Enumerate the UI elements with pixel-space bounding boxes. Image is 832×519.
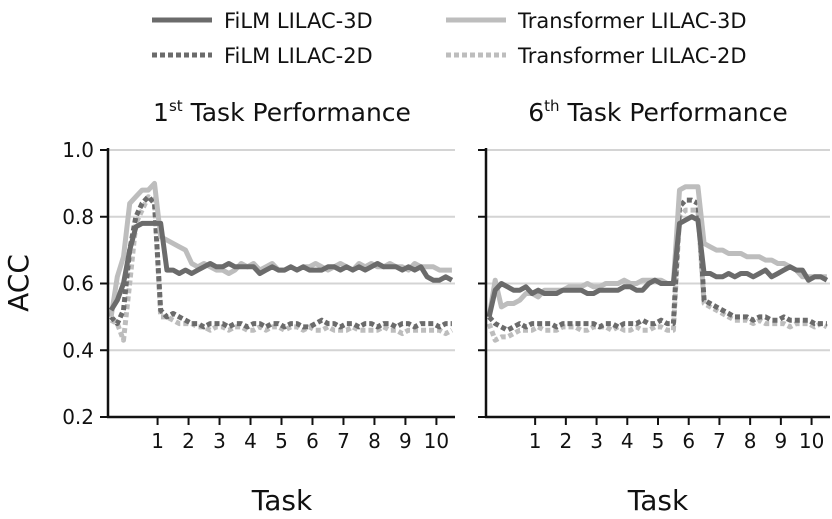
chart-left-ytick-label: 0.6 (62, 272, 94, 296)
legend: FiLM LILAC-3D Transformer LILAC-3D FiLM … (152, 9, 747, 68)
chart-left-xtick-label: 6 (306, 429, 319, 453)
legend-item-transformer-3d: Transformer LILAC-3D (446, 9, 747, 33)
chart-left-xtick-label: 10 (424, 429, 449, 453)
legend-item-film-3d: FiLM LILAC-3D (152, 9, 373, 33)
chart-right-xtick-label: 10 (799, 429, 824, 453)
legend-label-transformer-3d: Transformer LILAC-3D (517, 9, 747, 33)
chart-left-title: 1st Task Performance (153, 97, 411, 127)
legend-label-film-2d: FiLM LILAC-2D (224, 44, 373, 68)
legend-label-transformer-2d: Transformer LILAC-2D (517, 44, 747, 68)
chart-right-title-sup: th (544, 97, 559, 115)
chart-right-title-main: 6 (528, 98, 544, 127)
chart-left-series-film-3d (108, 220, 454, 312)
chart-left-xtick-label: 9 (399, 429, 412, 453)
chart-left-ytick-label: 0.4 (62, 338, 94, 362)
chart-right-xtick-label: 1 (529, 429, 542, 453)
chart-left-title-main: 1 (153, 98, 169, 127)
legend-item-transformer-2d: Transformer LILAC-2D (446, 44, 747, 68)
chart-right-xtick-label: 7 (713, 429, 726, 453)
chart-left-ylabel: ACC (2, 254, 35, 312)
chart-right-xtick-label: 3 (590, 429, 603, 453)
chart-left-grid (108, 149, 455, 352)
chart-right-series-transformer-3d (486, 184, 827, 318)
chart-right-title: 6th Task Performance (528, 97, 788, 127)
chart-left-xtick-label: 3 (213, 429, 226, 453)
chart-left-xtick-label: 8 (368, 429, 381, 453)
chart-right-xtick-label: 5 (652, 429, 665, 453)
chart-left: 1st Task Performance 0.20.40.60.81.01 2 3 4… (2, 97, 455, 517)
chart-right-series-transformer-2d (486, 207, 829, 343)
chart-right-series-film-3d (486, 214, 829, 318)
chart-left-axes: 0.2 0.4 0.6 0.8 1.0 1 2 3 4 5 6 7 8 9 10 (62, 138, 455, 453)
chart-left-xtick-label: 1 (151, 429, 164, 453)
chart-left-xtick-label: 7 (337, 429, 350, 453)
chart-right-xtick-label: 2 (559, 429, 572, 453)
chart-left-ytick-label: 0.8 (62, 205, 94, 229)
chart-right-xtick-label: 4 (621, 429, 634, 453)
chart-right-xtick-label: 8 (744, 429, 757, 453)
chart-left-title-rest: Task Performance (183, 98, 411, 127)
chart-left-ytick-label: 1.0 (62, 138, 94, 162)
chart-left-xtick-label: 2 (182, 429, 195, 453)
chart-left-ytick-label: 0.2 (62, 405, 94, 429)
chart-right-xtick-label: 6 (682, 429, 695, 453)
chart-left-series-film-2d (109, 194, 452, 330)
chart-right-grid (486, 149, 830, 352)
chart-right-xlabel: Task (627, 484, 689, 517)
chart-right-series (486, 184, 829, 343)
legend-item-film-2d: FiLM LILAC-2D (152, 44, 373, 68)
chart-left-xtick-label: 5 (275, 429, 288, 453)
chart-right-axes: 1 2 3 4 5 6 7 8 9 10 (478, 148, 830, 453)
chart-left-series (108, 180, 454, 343)
chart-left-xlabel: Task (251, 484, 313, 517)
chart-left-series-transformer-2d (109, 194, 454, 343)
chart-right: 6th Task Performance 1 2 3 4 5 6 7 8 9 10 Task (478, 97, 830, 517)
chart-right-xtick-label: 9 (774, 429, 787, 453)
chart-left-title-sup: st (169, 97, 183, 115)
chart-right-title-rest: Task Performance (560, 98, 788, 127)
chart-right-series-film-2d (487, 197, 827, 333)
legend-label-film-3d: FiLM LILAC-3D (224, 9, 373, 33)
chart-left-xtick-label: 4 (244, 429, 257, 453)
